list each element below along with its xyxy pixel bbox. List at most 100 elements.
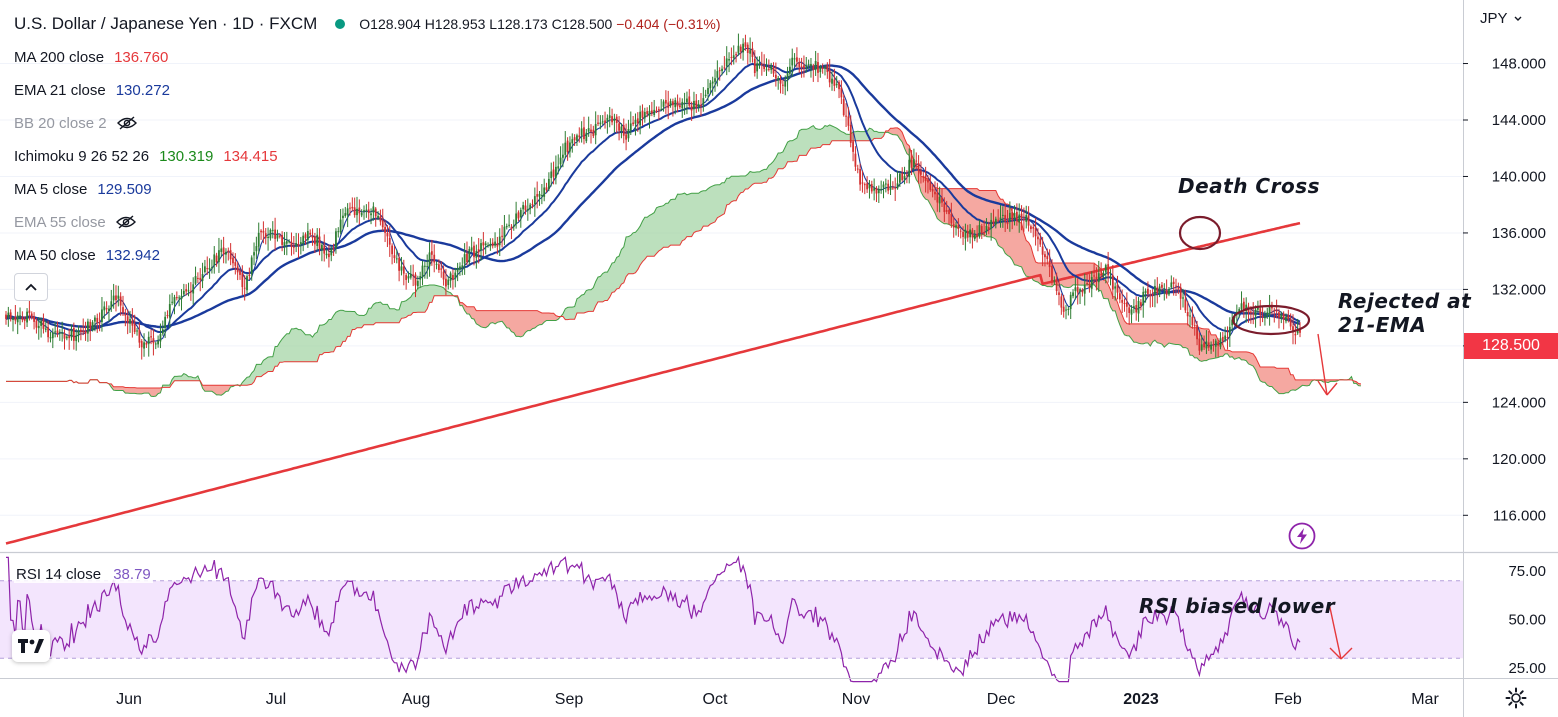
death-cross-label: Death Cross (1178, 174, 1321, 198)
candle (725, 46, 728, 76)
candle-body (1280, 314, 1283, 319)
candle (344, 206, 347, 218)
candle-body (1170, 282, 1173, 288)
candle (573, 134, 576, 147)
candle (1191, 306, 1194, 329)
candle (321, 242, 323, 262)
candle (154, 341, 157, 350)
candle (370, 208, 372, 225)
candle (1079, 287, 1081, 305)
candle-body (601, 121, 604, 123)
candle (1051, 259, 1053, 286)
candle-body (1193, 325, 1196, 327)
candle (101, 297, 103, 332)
candle (1048, 249, 1051, 278)
candle (140, 339, 143, 360)
candle-body (1121, 299, 1124, 303)
candle (311, 228, 314, 246)
candle-body (543, 187, 546, 197)
candle (655, 106, 658, 114)
candle (445, 269, 447, 296)
candle (398, 252, 401, 282)
lightning-icon[interactable] (1287, 521, 1317, 551)
candle-body (491, 242, 494, 247)
candle-body (220, 248, 223, 252)
time-tick-label: Dec (987, 691, 1015, 708)
candle (1074, 277, 1077, 300)
candle-body (1282, 313, 1285, 320)
candle (136, 327, 138, 336)
candle-body (37, 325, 40, 329)
candle-body (838, 82, 840, 90)
candle-body (751, 48, 754, 57)
candle-body (285, 241, 288, 244)
candle-body (274, 229, 276, 239)
candle (5, 311, 7, 325)
candle (342, 208, 344, 230)
candle-body (1102, 272, 1105, 276)
candle (1027, 206, 1030, 232)
candle-body (866, 183, 869, 190)
candle (927, 175, 929, 194)
candle-body (576, 135, 578, 141)
candle (578, 127, 581, 143)
candle (618, 116, 620, 141)
candle (381, 208, 384, 231)
candle (597, 114, 599, 127)
candle (1170, 275, 1173, 290)
candle (920, 161, 922, 184)
ma50-line (5, 64, 1301, 329)
candle (1182, 288, 1184, 308)
candle (175, 291, 178, 301)
candle-body (1168, 289, 1170, 295)
candle (728, 52, 730, 73)
candle-body (653, 109, 656, 116)
candle-body (1015, 211, 1018, 221)
candle (1210, 341, 1212, 354)
candle-body (1125, 302, 1128, 307)
candle-body (75, 335, 78, 342)
rsi-legend[interactable]: RSI 14 close 38.79 (14, 566, 153, 583)
currency-selector[interactable]: JPY (1480, 10, 1524, 27)
candle-body (72, 327, 75, 341)
candle-body (89, 321, 92, 329)
candle-body (639, 111, 642, 126)
candle-body (430, 251, 433, 255)
candle (119, 292, 122, 316)
candle-body (931, 189, 934, 192)
candle-body (1090, 277, 1093, 289)
collapse-legend-button[interactable] (14, 273, 48, 301)
candle-body (1285, 316, 1287, 322)
candle (421, 260, 424, 286)
candle (803, 55, 805, 78)
candle-body (1018, 214, 1021, 223)
candle (1142, 286, 1145, 318)
candle (901, 167, 904, 182)
candle-body (1123, 302, 1126, 304)
candle (189, 282, 192, 301)
candle (388, 226, 391, 257)
candle-body (1111, 275, 1114, 290)
candle-body (328, 253, 330, 258)
candle-body (269, 229, 272, 239)
candle (1072, 289, 1074, 299)
candle (110, 289, 113, 312)
candle (990, 212, 993, 241)
candles[interactable] (5, 33, 1301, 360)
candle-body (1053, 280, 1056, 282)
candle (917, 155, 920, 184)
candle (1114, 282, 1117, 301)
candle (1240, 291, 1243, 311)
candle (833, 68, 836, 92)
candle (372, 202, 375, 221)
candle (550, 162, 553, 187)
candle-body (119, 296, 122, 306)
candle (391, 243, 393, 265)
candle-body (1116, 284, 1119, 293)
price-tick-label: 148.000 (1492, 56, 1546, 73)
tradingview-logo-icon[interactable] (12, 630, 50, 662)
candle (82, 318, 85, 336)
gear-icon[interactable] (1505, 687, 1527, 709)
